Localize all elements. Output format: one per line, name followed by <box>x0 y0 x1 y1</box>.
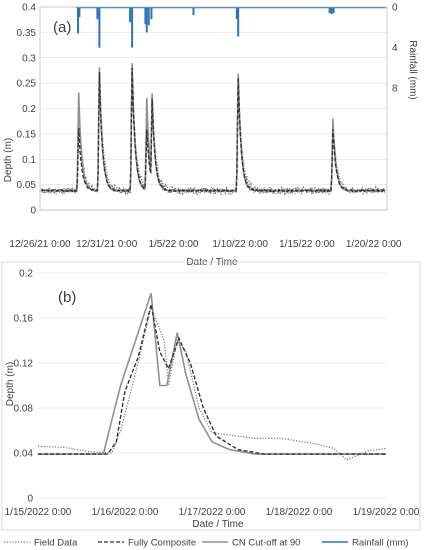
panel-b-y-tick-label: 0 <box>27 494 33 505</box>
panel-a-label: (a) <box>53 19 71 36</box>
panel-b-y-tick-label: 0.04 <box>14 449 34 460</box>
panel-b-x-tick-label: 1/18/2022 0:00 <box>266 507 333 518</box>
panel-a-fully-composite-line <box>41 67 386 194</box>
panel-a-y-tick-label: 0.35 <box>17 28 37 39</box>
panel-b-y-axis-title: Depth (m) <box>5 362 16 406</box>
panel-b: 0 0.04 0.08 0.12 0.16 0.2 1/15/2022 0:00 1/16/… <box>1 261 421 531</box>
legend-label: Field Data <box>34 538 78 549</box>
legend-label: Rainfall (mm) <box>352 538 408 549</box>
panel-a-x-axis-title: Date / Time <box>186 257 238 268</box>
panel-a-x-tick-label: 1/20/22 0:00 <box>346 239 402 250</box>
panel-a-rainfall-bar <box>78 7 81 18</box>
panel-b-y-tick-label: 0.16 <box>14 314 34 325</box>
panel-a-x-tick-label: 12/26/21 0:00 <box>9 239 71 250</box>
panel-a-rainfall-bar <box>98 7 101 48</box>
panel-a-rainfall-bar <box>330 7 333 15</box>
panel-a-y-axis-title: Depth (m) <box>3 138 14 182</box>
panel-b-y-tick-labels: 0 0.04 0.08 0.12 0.16 0.2 <box>14 269 34 505</box>
panel-b-field-data-line <box>37 304 387 461</box>
panel-b-y-tick-label: 0.12 <box>14 359 34 370</box>
panel-b-x-axis-title: Date / Time <box>192 519 244 530</box>
panel-a-rainfall-bar <box>150 7 153 20</box>
panel-a-x-tick-label: 1/10/22 0:00 <box>212 239 268 250</box>
panel-a-rainfall-bar <box>129 7 132 23</box>
panel-b-gridlines <box>38 272 386 499</box>
panel-a-y-tick-label: 0.25 <box>17 79 37 90</box>
panel-a-y-tick-label: 0.3 <box>22 53 36 64</box>
panel-a-rainfall-bar <box>96 7 99 20</box>
panel-a-y-tick-label: 0.15 <box>17 129 37 140</box>
panel-b-x-tick-labels: 1/15/2022 0:00 1/16/2022 0:00 1/17/2022 0:… <box>5 507 420 518</box>
panel-a-y-tick-label: 0.05 <box>17 180 37 191</box>
panel-a-rainfall-bar <box>144 7 147 25</box>
panel-a-rainfall-bar <box>147 7 150 26</box>
panel-b-y-tick-label: 0.08 <box>14 404 34 415</box>
panel-a-rainfall-bar <box>237 7 240 37</box>
legend-label: CN Cut-off at 90 <box>232 538 300 549</box>
panel-a-series <box>40 63 386 197</box>
panel-a-y2-tick-label: 8 <box>392 84 398 95</box>
panel-a-x-tick-label: 12/31/21 0:00 <box>76 239 138 250</box>
panel-b-label: (b) <box>58 289 76 306</box>
panel-b-frame <box>1 261 421 531</box>
legend: Field Data Fully Composite CN Cut-off at 9… <box>4 538 408 549</box>
panel-a-plot-border <box>39 6 388 211</box>
panel-a-y-tick-label: 0.2 <box>22 104 36 115</box>
panel-a-rainfall-bar <box>332 7 335 14</box>
panel-a-y2-axis-title: Rainfall (mm) <box>407 40 418 99</box>
panel-a-rainfall <box>76 6 386 48</box>
panel-a-rainfall-bar <box>145 7 148 33</box>
panel-a-x-tick-label: 1/15/22 0:00 <box>279 239 335 250</box>
panel-b-series <box>37 293 387 461</box>
panel-a-y-tick-label: 0.1 <box>22 155 36 166</box>
panel-a-rainfall-bar <box>235 7 238 20</box>
panel-a-cn-cutoff-line <box>40 63 386 194</box>
panel-a-x-tick-label: 1/5/22 0:00 <box>148 239 198 250</box>
panel-a-gridlines <box>40 6 387 211</box>
panel-b-x-tick-label: 1/17/2022 0:00 <box>179 507 246 518</box>
panel-a-y-tick-label: 0 <box>30 206 36 217</box>
panel-b-x-tick-label: 1/16/2022 0:00 <box>92 507 159 518</box>
panel-a-y-tick-label: 0.4 <box>22 3 36 14</box>
panel-b-fully-composite-line <box>38 304 386 455</box>
panel-a-x-tick-labels: 12/26/21 0:00 12/31/21 0:00 1/5/22 0:00 1/1… <box>9 239 401 250</box>
panel-a-rainfall-bar <box>77 7 80 34</box>
panel-a-y2-tick-label: 4 <box>392 43 398 54</box>
legend-label: Fully Composite <box>128 538 196 549</box>
panel-b-x-tick-label: 1/15/2022 0:00 <box>5 507 72 518</box>
panel-b-cn-cutoff-line <box>38 293 386 455</box>
panel-a-rainfall-bar <box>131 7 134 48</box>
panel-a-rainfall-bar <box>328 7 331 14</box>
panel-b-y-tick-label: 0.2 <box>19 269 33 280</box>
panel-a-y2-tick-label: 0 <box>392 3 398 14</box>
panel-a-y2-tick-labels: 0 4 8 <box>392 3 398 95</box>
panel-a: 0 0.05 0.1 0.15 0.2 0.25 0.3 0.35 0.4 0 4 8 12/26/… <box>3 3 418 269</box>
panel-a-y-tick-labels: 0 0.05 0.1 0.15 0.2 0.25 0.3 0.35 0.4 <box>17 3 37 217</box>
panel-b-x-tick-label: 1/19/2022 0:00 <box>353 507 420 518</box>
panel-a-rainfall-bar <box>192 7 195 16</box>
